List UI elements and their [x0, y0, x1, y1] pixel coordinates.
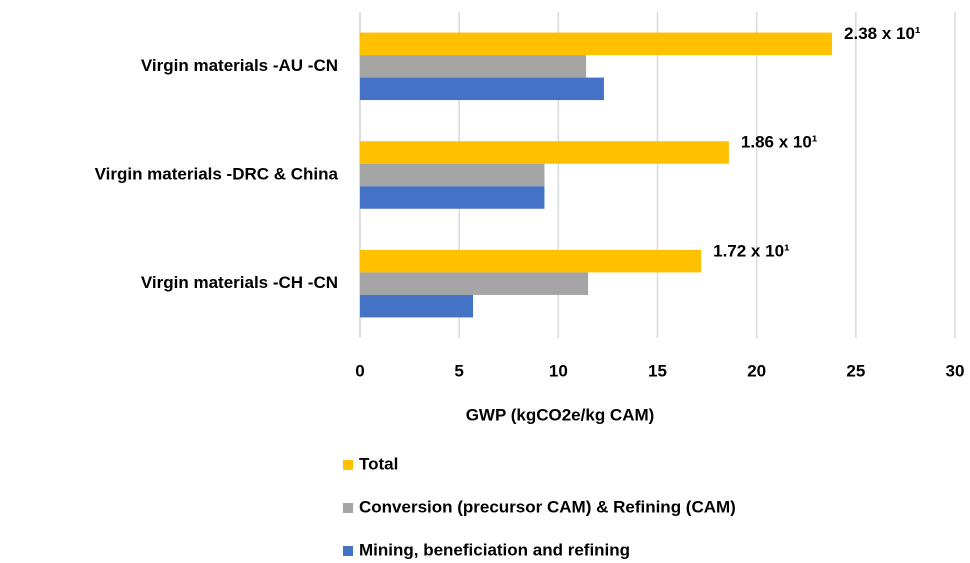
y-tick-label: Virgin materials -CH -CN [141, 273, 338, 292]
y-tick-label: Virgin materials -DRC & China [95, 164, 339, 183]
x-tick-label: 30 [946, 361, 965, 380]
legend-swatch [343, 503, 353, 513]
x-tick-label: 25 [846, 361, 865, 380]
data-label: 2.38 x 10¹ [844, 24, 921, 43]
bar [360, 32, 833, 56]
bar [360, 77, 604, 101]
y-tick-label: Virgin materials -AU -CN [141, 56, 338, 75]
bar [360, 272, 589, 295]
x-tick-label: 0 [355, 361, 364, 380]
bar [360, 249, 702, 273]
bar [360, 163, 545, 187]
legend-label: Mining, beneficiation and refining [359, 540, 630, 559]
x-tick-label: 5 [454, 361, 463, 380]
bar [360, 294, 474, 318]
legend-label: Total [359, 454, 398, 473]
bar [360, 186, 545, 209]
x-tick-label: 15 [648, 361, 667, 380]
x-axis-label: GWP (kgCO2e/kg CAM) [466, 405, 655, 424]
legend-swatch [343, 546, 353, 556]
legend-swatch [343, 460, 353, 470]
bar [360, 55, 587, 78]
data-label: 1.86 x 10¹ [741, 133, 818, 152]
x-tick-label: 20 [747, 361, 766, 380]
data-label: 1.72 x 10¹ [713, 241, 790, 260]
x-tick-label: 10 [549, 361, 568, 380]
bar [360, 141, 729, 164]
legend-label: Conversion (precursor CAM) & Refining (C… [359, 497, 736, 516]
